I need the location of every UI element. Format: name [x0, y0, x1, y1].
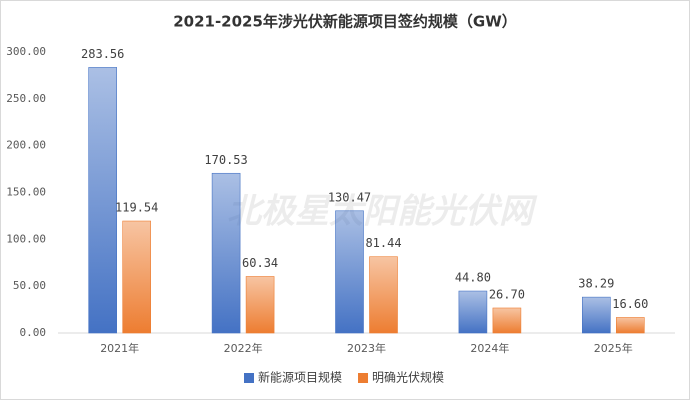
x-tick-label: 2024年 — [470, 341, 509, 355]
y-tick-label: 150.00 — [6, 186, 46, 199]
legend-label: 明确光伏规模 — [372, 370, 444, 385]
value-label: 170.53 — [204, 153, 247, 167]
bar — [335, 210, 364, 334]
value-label: 38.29 — [578, 277, 614, 291]
x-tick-label: 2022年 — [224, 341, 263, 355]
y-tick-label: 200.00 — [6, 139, 46, 152]
value-label: 44.80 — [455, 271, 491, 285]
legend-swatch — [358, 373, 369, 383]
bar — [458, 290, 488, 334]
bar — [122, 220, 151, 334]
y-tick-label: 250.00 — [6, 92, 46, 105]
bar — [211, 172, 241, 334]
y-tick-label: 0.00 — [20, 326, 47, 339]
bar — [369, 256, 398, 334]
watermark: 北极星太阳能光伏网 — [227, 192, 538, 232]
y-tick-label: 100.00 — [6, 232, 46, 245]
bar — [245, 276, 275, 334]
y-tick-label: 300.00 — [6, 45, 46, 58]
value-label: 81.44 — [365, 236, 401, 250]
value-label: 26.70 — [489, 287, 525, 301]
value-label: 16.60 — [612, 297, 648, 311]
bar — [581, 296, 611, 334]
value-label: 119.54 — [115, 201, 158, 215]
value-label: 130.47 — [328, 190, 371, 204]
legend-label: 新能源项目规模 — [258, 370, 342, 385]
x-tick-label: 2021年 — [100, 341, 139, 355]
bar — [88, 67, 117, 334]
x-tick-label: 2025年 — [594, 341, 633, 355]
bar — [615, 317, 645, 334]
y-tick-label: 50.00 — [13, 279, 46, 292]
chart-title: 2021-2025年涉光伏新能源项目签约规模（GW） — [173, 13, 517, 31]
legend-swatch — [244, 373, 254, 383]
x-tick-label: 2023年 — [347, 341, 386, 355]
value-label: 60.34 — [242, 256, 278, 270]
value-label: 283.56 — [81, 47, 124, 61]
bar — [492, 307, 522, 334]
